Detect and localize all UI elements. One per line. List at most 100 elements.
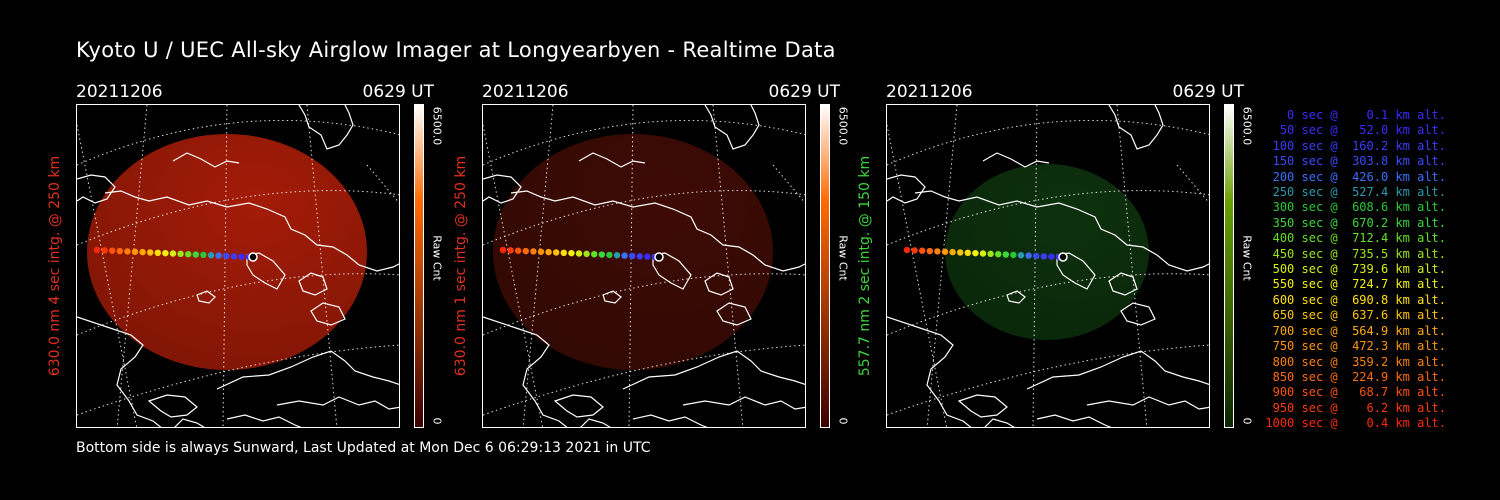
trajectory-dot	[1033, 252, 1040, 260]
legend-entry: 200 sec @ 426.0 km alt.	[1272, 169, 1446, 184]
colorbar-max: 6500.0	[836, 106, 850, 146]
sky-image	[482, 104, 806, 428]
trajectory-dot	[185, 251, 192, 258]
legend-entry: 400 sec @ 712.4 km alt.	[1272, 231, 1446, 246]
trajectory-dot	[911, 247, 918, 254]
trajectory-dot	[162, 249, 169, 257]
trajectory-dot	[93, 246, 101, 254]
colorbar-min: 0	[836, 417, 850, 425]
sky-image	[76, 104, 400, 428]
trajectory-dot	[109, 247, 116, 254]
legend-entry: 950 sec @ 6.2 km alt.	[1272, 400, 1446, 415]
panel-ylabel: 630.0 nm 4 sec intg. @ 250 km	[42, 104, 68, 428]
colorbar-max: 6500.0	[430, 106, 444, 146]
panel-date: 20211206	[482, 82, 569, 102]
trajectory-dot	[169, 250, 177, 257]
panel-ylabel: 630.0 nm 1 sec intg. @ 250 km	[448, 104, 474, 428]
panel-2: 20211206 0629 UT 630.0 nm 1 sec intg. @ …	[453, 78, 892, 438]
trajectory-dot	[530, 248, 537, 255]
trajectory-dot	[131, 248, 139, 255]
trajectory-dot	[154, 249, 161, 256]
trajectory-legend: 0 sec @ 0.1 km alt. 50 sec @ 52.0 km alt.…	[1262, 108, 1446, 432]
airglow-field	[945, 164, 1149, 340]
trajectory-dot	[1017, 252, 1025, 259]
trajectory-dot	[644, 253, 651, 260]
trajectory-dot	[1040, 253, 1047, 260]
trajectory-dot	[101, 247, 108, 254]
trajectory-dot	[537, 248, 545, 255]
trajectory-dot	[223, 252, 230, 260]
panel-time: 0629 UT	[362, 82, 435, 102]
trajectory-dot	[116, 247, 123, 255]
trajectory-dot	[507, 247, 514, 254]
colorbar	[1224, 104, 1234, 428]
legend-entry: 850 sec @ 224.9 km alt.	[1272, 369, 1446, 384]
trajectory-dot	[636, 253, 643, 260]
sky-image-svg	[887, 105, 1209, 427]
panel-ylabel: 557.7 nm 2 sec intg. @ 150 km	[852, 104, 878, 428]
trajectory-dot	[522, 247, 529, 255]
airglow-field	[493, 134, 773, 370]
legend-entry: 450 sec @ 735.5 km alt.	[1272, 246, 1446, 261]
trajectory-dot	[560, 249, 567, 256]
trajectory-dot	[995, 251, 1002, 258]
trajectory-dot	[957, 249, 964, 256]
legend-entry: 550 sec @ 724.7 km alt.	[1272, 277, 1446, 292]
trajectory-dot	[215, 252, 222, 259]
airglow-field	[87, 134, 367, 370]
legend-entry: 350 sec @ 670.2 km alt.	[1272, 215, 1446, 230]
trajectory-dot	[919, 247, 926, 254]
trajectory-dot	[621, 252, 628, 259]
ylabel-text: 557.7 nm 2 sec intg. @ 150 km	[857, 155, 873, 377]
trajectory-dot	[147, 249, 154, 256]
panel-date: 20211206	[76, 82, 163, 102]
trajectory-dot	[124, 248, 131, 255]
trajectory-dot	[591, 251, 598, 258]
trajectory-dot	[926, 247, 933, 255]
trajectory-dot	[1025, 252, 1032, 259]
legend-entry: 600 sec @ 690.8 km alt.	[1272, 292, 1446, 307]
sky-image	[886, 104, 1210, 428]
colorbar-unit: Raw Cnt	[430, 235, 444, 281]
trajectory-dot	[139, 248, 146, 256]
trajectory-dot	[613, 252, 621, 259]
legend-entry: 1000 sec @ 0.4 km alt.	[1265, 416, 1446, 431]
trajectory-dot	[903, 246, 911, 254]
trajectory-dot	[1002, 251, 1009, 258]
trajectory-dot	[583, 250, 590, 258]
legend-entry: 800 sec @ 359.2 km alt.	[1272, 354, 1446, 369]
trajectory-dot	[598, 251, 605, 258]
colorbar-unit: Raw Cnt	[836, 235, 850, 281]
colorbar	[820, 104, 830, 428]
colorbar-max: 6500.0	[1240, 106, 1254, 146]
panel-time: 0629 UT	[1172, 82, 1245, 102]
trajectory-dot	[207, 252, 215, 259]
legend-entry: 900 sec @ 68.7 km alt.	[1272, 385, 1446, 400]
trajectory-dot	[606, 251, 613, 259]
colorbar	[414, 104, 424, 428]
panel-3: 20211206 0629 UT 557.7 nm 2 sec intg. @ …	[857, 78, 1296, 438]
trajectory-dot	[629, 252, 636, 260]
trajectory-dot	[238, 253, 245, 260]
ylabel-text: 630.0 nm 1 sec intg. @ 250 km	[453, 155, 469, 377]
trajectory-dot	[987, 250, 994, 258]
colorbar-min: 0	[1240, 417, 1254, 425]
legend-entry: 50 sec @ 52.0 km alt.	[1279, 123, 1446, 138]
trajectory-dot	[553, 249, 560, 256]
trajectory-dot	[949, 248, 956, 256]
trajectory-dot	[568, 249, 575, 257]
trajectory-dot	[972, 249, 979, 257]
legend-entry: 300 sec @ 608.6 km alt.	[1272, 200, 1446, 215]
trajectory-dot	[177, 250, 184, 258]
trajectory-dot	[192, 251, 199, 258]
legend-entry: 150 sec @ 303.8 km alt.	[1272, 154, 1446, 169]
page-title: Kyoto U / UEC All-sky Airglow Imager at …	[76, 38, 836, 62]
footer-status: Bottom side is always Sunward, Last Upda…	[76, 440, 651, 456]
legend-entry: 650 sec @ 637.6 km alt.	[1272, 308, 1446, 323]
trajectory-dot	[545, 248, 552, 256]
colorbar-min: 0	[430, 417, 444, 425]
panel-1: 20211206 0629 UT 630.0 nm 4 sec intg. @ …	[47, 78, 486, 438]
legend-entry: 100 sec @ 160.2 km alt.	[1272, 138, 1446, 153]
legend-entry: 250 sec @ 527.4 km alt.	[1272, 185, 1446, 200]
panel-date: 20211206	[886, 82, 973, 102]
